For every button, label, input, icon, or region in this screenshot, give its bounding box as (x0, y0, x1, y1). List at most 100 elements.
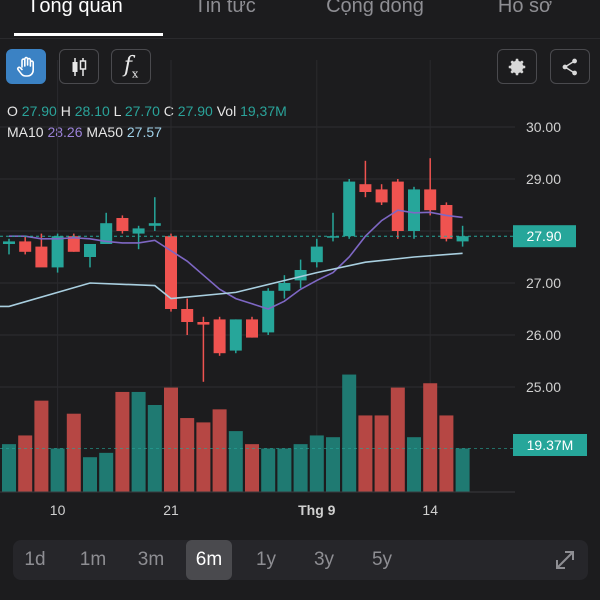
tab-overview[interactable]: Tổng quan (0, 0, 150, 38)
share-icon (562, 58, 577, 75)
range-1d-button[interactable]: 1d (24, 549, 46, 570)
range-1y-button[interactable]: 1y (255, 549, 277, 570)
volume-bar (358, 415, 373, 492)
low-value: 27.70 (124, 103, 160, 119)
candle-body (456, 236, 469, 242)
volume-bar (342, 374, 357, 492)
volume-badge-label: 19.37M (527, 437, 574, 453)
function-fx-icon: fx (123, 52, 139, 81)
volume-bar (18, 435, 33, 492)
y-tick-label: 26.00 (526, 327, 561, 343)
candle-body (19, 241, 32, 252)
active-tab-indicator (14, 33, 163, 36)
hand-pointer-icon (17, 56, 34, 77)
volume-badge (513, 434, 587, 456)
candle-body (408, 189, 420, 231)
volume-bar (99, 452, 114, 492)
tab-label: Hồ sơ (497, 0, 553, 17)
time-range-selector (13, 540, 588, 580)
tab-news[interactable]: Tin tức (150, 0, 300, 38)
open-value: 27.90 (21, 103, 57, 119)
tab-label: Tổng quan (27, 0, 123, 17)
candlestick-icon (72, 57, 87, 76)
candle-body (3, 241, 15, 244)
candle-body (84, 244, 96, 257)
candle-body (375, 189, 388, 203)
volume-bar (180, 418, 195, 492)
divider (0, 38, 600, 39)
range-6m-button[interactable]: 6m (186, 540, 232, 580)
tab-profile[interactable]: Hồ sơ (450, 0, 600, 38)
volume-bar (83, 457, 97, 492)
tab-label: Tin tức (194, 0, 256, 17)
ma50-value: 27.57 (126, 124, 162, 140)
volume-bar (277, 448, 292, 492)
candle-body (67, 236, 80, 252)
x-tick-label: 21 (163, 502, 179, 518)
range-5y-button[interactable]: 5y (371, 549, 393, 570)
volume-bar (147, 405, 162, 492)
tab-label: Cộng đồng (326, 0, 424, 17)
volume-label: Vol (216, 103, 237, 119)
volume-bar (164, 387, 178, 492)
ma50-label: MA50 (86, 124, 123, 140)
ma50-line (0, 252, 463, 308)
volume-value: 19,37M (240, 103, 287, 119)
candle-body (100, 223, 113, 244)
volume-bar (374, 415, 389, 492)
volume-bar (196, 422, 211, 492)
volume-bar (439, 415, 454, 492)
y-tick-label: 25.00 (526, 379, 561, 395)
candle-body (359, 184, 372, 192)
close-value: 27.90 (177, 103, 213, 119)
range-1m-button[interactable]: 1m (79, 549, 107, 570)
candle-body (213, 319, 226, 354)
volume-bar (131, 391, 146, 492)
candle-body (440, 205, 453, 239)
candle-body (424, 189, 437, 211)
volume-bar (115, 391, 130, 492)
volume-bar (245, 444, 259, 492)
candlestick-chart-button[interactable] (59, 49, 99, 84)
volume-bar (34, 400, 49, 492)
ma10-label: MA10 (7, 124, 44, 140)
ma10-line (9, 209, 463, 310)
candle-body (262, 290, 275, 333)
y-tick-label: 30.00 (526, 119, 561, 135)
x-tick-label: 14 (422, 502, 438, 518)
volume-bar (455, 448, 470, 492)
candle-body (343, 181, 356, 237)
y-tick-label: 29.00 (526, 171, 561, 187)
candle-body (116, 218, 129, 231)
high-label: H (60, 103, 71, 119)
tab-community[interactable]: Cộng đồng (300, 0, 450, 38)
candle-body (165, 236, 177, 309)
y-tick-label: 27.00 (526, 275, 561, 291)
ohlc-legend: O 27.90 H 28.10 L 27.70 C 27.90 Vol 19,3… (7, 103, 287, 119)
volume-bar (423, 383, 438, 492)
candle-body (51, 236, 64, 268)
candle-body (35, 246, 48, 268)
high-value: 28.10 (74, 103, 110, 119)
volume-bar (228, 431, 243, 492)
ma-legend: MA10 28.26 MA50 27.57 (7, 124, 162, 140)
share-button[interactable] (550, 49, 590, 84)
indicators-button[interactable]: fx (111, 49, 151, 84)
volume-bar (66, 413, 81, 492)
candle-body (246, 319, 258, 338)
candle-body (391, 181, 404, 231)
price-badge (513, 225, 576, 248)
range-3y-button[interactable]: 3y (313, 549, 335, 570)
fullscreen-button[interactable] (552, 547, 578, 573)
low-label: L (113, 103, 121, 119)
expand-arrows-icon (556, 551, 574, 569)
settings-button[interactable] (497, 49, 537, 84)
volume-bar (309, 435, 324, 492)
candle-body (294, 270, 307, 281)
hand-tool-button[interactable] (6, 49, 46, 84)
x-tick-label: 10 (50, 502, 66, 518)
x-tick-label: Thg 9 (298, 502, 336, 518)
range-3m-button[interactable]: 3m (137, 549, 165, 570)
gear-icon (508, 58, 526, 75)
